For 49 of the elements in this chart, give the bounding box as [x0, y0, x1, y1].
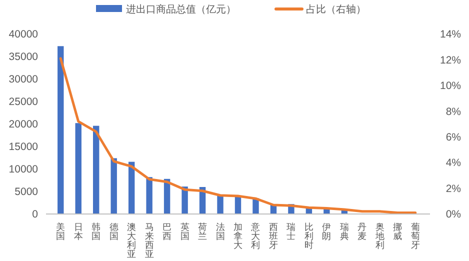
x-tick-label: 挪威: [393, 222, 402, 242]
y-tick-label: 20000: [8, 118, 38, 131]
x-tick-label: 澳大利亚: [127, 222, 136, 260]
y-tick-label: 35000: [8, 51, 38, 64]
x-tick-label: 德国: [109, 222, 118, 242]
y2-tick-label: 10%: [440, 80, 461, 92]
x-tick-label: 日本: [74, 222, 83, 242]
y2-tick-label: 14%: [440, 28, 461, 41]
bar: [58, 46, 64, 214]
y2-tick-label: 2%: [446, 182, 461, 195]
bar: [93, 126, 100, 214]
y2-tick-label: 0%: [446, 208, 461, 221]
x-tick-label: 法国: [216, 222, 225, 242]
x-tick-label: 马来西亚: [144, 222, 154, 260]
y2-tick-label: 6%: [446, 132, 461, 144]
y-tick-label: 10000: [8, 164, 38, 176]
line-series: [59, 57, 417, 214]
x-tick-label: 意大利: [250, 222, 260, 250]
y-tick-label: 40000: [8, 28, 38, 41]
y-tick-label: 30000: [8, 74, 38, 86]
y-tick-label: 25000: [8, 96, 38, 108]
x-tick-label: 丹麦: [358, 222, 367, 242]
x-tick-label: 瑞典: [340, 222, 349, 242]
x-tick-label: 荷兰: [198, 222, 208, 242]
x-tick-label: 英国: [180, 222, 190, 242]
y2-tick-label: 8%: [446, 106, 461, 118]
x-tick-label: 瑞士: [286, 222, 296, 242]
y-tick-label: 0: [32, 208, 38, 221]
x-tick-label: 美国: [56, 222, 66, 242]
x-tick-label: 奥地利: [374, 222, 384, 250]
x-tick-label: 巴西: [162, 222, 172, 242]
x-tick-label: 韩国: [92, 222, 101, 242]
y2-tick-label: 12%: [440, 54, 461, 66]
x-tick-label: 加拿大: [234, 222, 242, 250]
y-tick-label: 15000: [8, 141, 38, 154]
x-tick-label: 西班牙: [268, 222, 278, 250]
bar: [128, 162, 135, 214]
x-tick-label: 比利时: [304, 222, 314, 250]
bar: [75, 123, 82, 214]
bar: [146, 177, 152, 214]
x-tick-label: 伊朗: [322, 222, 332, 242]
y-tick-label: 5000: [14, 186, 38, 198]
x-tick-label: 葡萄牙: [410, 222, 420, 250]
legend-label: 进出口商品总值（亿元）: [126, 4, 236, 16]
bar: [110, 158, 117, 214]
legend-label: 占比（右轴）: [306, 4, 366, 16]
y2-tick-label: 4%: [446, 157, 461, 170]
bar: [182, 186, 188, 214]
bar: [217, 194, 224, 214]
